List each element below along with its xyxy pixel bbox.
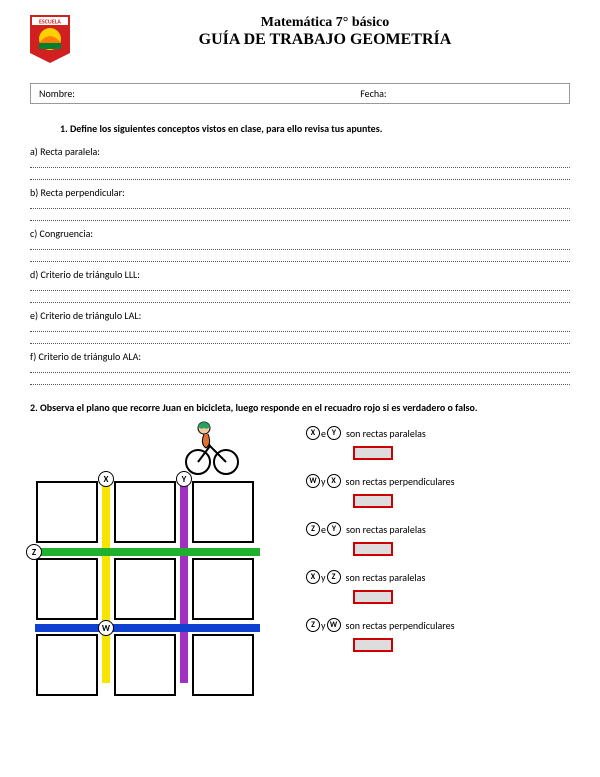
answer-box[interactable]	[353, 590, 393, 604]
stmt-text: son rectas perpendiculares	[346, 619, 455, 632]
stmt-text: son rectas paralelas	[346, 571, 426, 584]
answer-line[interactable]	[30, 375, 570, 385]
header: ESCUELA Matemática 7° básico GUÍA DE TRA…	[30, 15, 570, 63]
var-circle: Z	[306, 522, 320, 536]
def-item: f) Criterio de triángulo ALA:	[30, 350, 570, 385]
def-item: c) Congruencia:	[30, 227, 570, 262]
grid-cell	[36, 558, 98, 620]
label-x: X	[98, 471, 114, 487]
question-1-prompt: 1. Define los siguientes conceptos visto…	[60, 122, 570, 135]
answer-line[interactable]	[30, 252, 570, 262]
stmt-text: son rectas perpendiculares	[346, 475, 455, 488]
answer-line[interactable]	[30, 281, 570, 291]
street-grid: X Y Z W	[30, 426, 295, 686]
var-circle: Y	[327, 522, 341, 536]
statement: WyXson rectas perpendiculares	[305, 474, 570, 488]
answer-line[interactable]	[30, 322, 570, 332]
def-label: a) Recta paralela:	[30, 145, 100, 158]
grid-cell	[114, 481, 176, 543]
title-block: Matemática 7° básico GUÍA DE TRABAJO GEO…	[80, 15, 570, 49]
answer-box[interactable]	[353, 446, 393, 460]
statement: XyZson rectas paralelas	[305, 570, 570, 584]
answer-line[interactable]	[30, 199, 570, 209]
name-date-row: Nombre: Fecha:	[30, 83, 570, 104]
nombre-label[interactable]: Nombre:	[39, 87, 360, 100]
street-w	[35, 624, 260, 632]
conj: e	[321, 427, 326, 440]
label-z: Z	[26, 544, 42, 560]
label-y: Y	[176, 471, 192, 487]
var-circle: X	[306, 570, 320, 584]
var-circle: W	[327, 618, 341, 632]
grid-cell	[192, 558, 254, 620]
var-circle: X	[306, 426, 320, 440]
conj: e	[321, 523, 326, 536]
def-label: f) Criterio de triángulo ALA:	[30, 350, 141, 363]
def-label: b) Recta perpendicular:	[30, 186, 125, 199]
stmt-text: son rectas paralelas	[346, 523, 426, 536]
var-circle: Z	[306, 618, 320, 632]
grid-cell	[36, 634, 98, 696]
main-title: GUÍA DE TRABAJO GEOMETRÍA	[80, 31, 570, 49]
grid-cell	[114, 634, 176, 696]
statement: XeYson rectas paralelas	[305, 426, 570, 440]
conj: y	[321, 571, 326, 584]
street-z	[35, 548, 260, 556]
answer-line[interactable]	[30, 158, 570, 168]
answer-box[interactable]	[353, 494, 393, 508]
answer-line[interactable]	[30, 363, 570, 373]
var-circle: W	[306, 474, 320, 488]
def-item: d) Criterio de triángulo LLL:	[30, 268, 570, 303]
answer-line[interactable]	[30, 170, 570, 180]
grid-cell	[114, 558, 176, 620]
grid-cell	[36, 481, 98, 543]
def-item: a) Recta paralela:	[30, 145, 570, 180]
grid-cell	[192, 634, 254, 696]
svg-text:ESCUELA: ESCUELA	[39, 18, 61, 26]
statement: ZyWson rectas perpendiculares	[305, 618, 570, 632]
diagram-wrap: X Y Z W XeYson rectas paralelas WyXson r…	[30, 426, 570, 686]
answer-box[interactable]	[353, 542, 393, 556]
answer-line[interactable]	[30, 211, 570, 221]
school-logo: ESCUELA	[30, 15, 70, 63]
stmt-text: son rectas paralelas	[346, 427, 426, 440]
answer-line[interactable]	[30, 240, 570, 250]
def-label: c) Congruencia:	[30, 227, 93, 240]
subject-line: Matemática 7° básico	[80, 15, 570, 31]
var-circle: Y	[327, 426, 341, 440]
var-circle: Z	[327, 570, 341, 584]
def-item: e) Criterio de triángulo LAL:	[30, 309, 570, 344]
answer-box[interactable]	[353, 638, 393, 652]
question-2-prompt: 2. Observa el plano que recorre Juan en …	[30, 401, 570, 414]
def-label: d) Criterio de triángulo LLL:	[30, 268, 140, 281]
street-y	[180, 478, 188, 683]
street-x	[102, 478, 110, 683]
grid-cell	[192, 481, 254, 543]
def-item: b) Recta perpendicular:	[30, 186, 570, 221]
answer-line[interactable]	[30, 293, 570, 303]
cyclist-icon	[180, 416, 240, 478]
statement: ZeYson rectas paralelas	[305, 522, 570, 536]
answer-line[interactable]	[30, 334, 570, 344]
def-label: e) Criterio de triángulo LAL:	[30, 309, 141, 322]
var-circle: X	[327, 474, 341, 488]
conj: y	[321, 475, 326, 488]
fecha-label[interactable]: Fecha:	[360, 87, 561, 100]
label-w: W	[98, 620, 114, 636]
definitions-block: a) Recta paralela: b) Recta perpendicula…	[30, 145, 570, 385]
conj: y	[321, 619, 326, 632]
statements-block: XeYson rectas paralelas WyXson rectas pe…	[305, 426, 570, 686]
